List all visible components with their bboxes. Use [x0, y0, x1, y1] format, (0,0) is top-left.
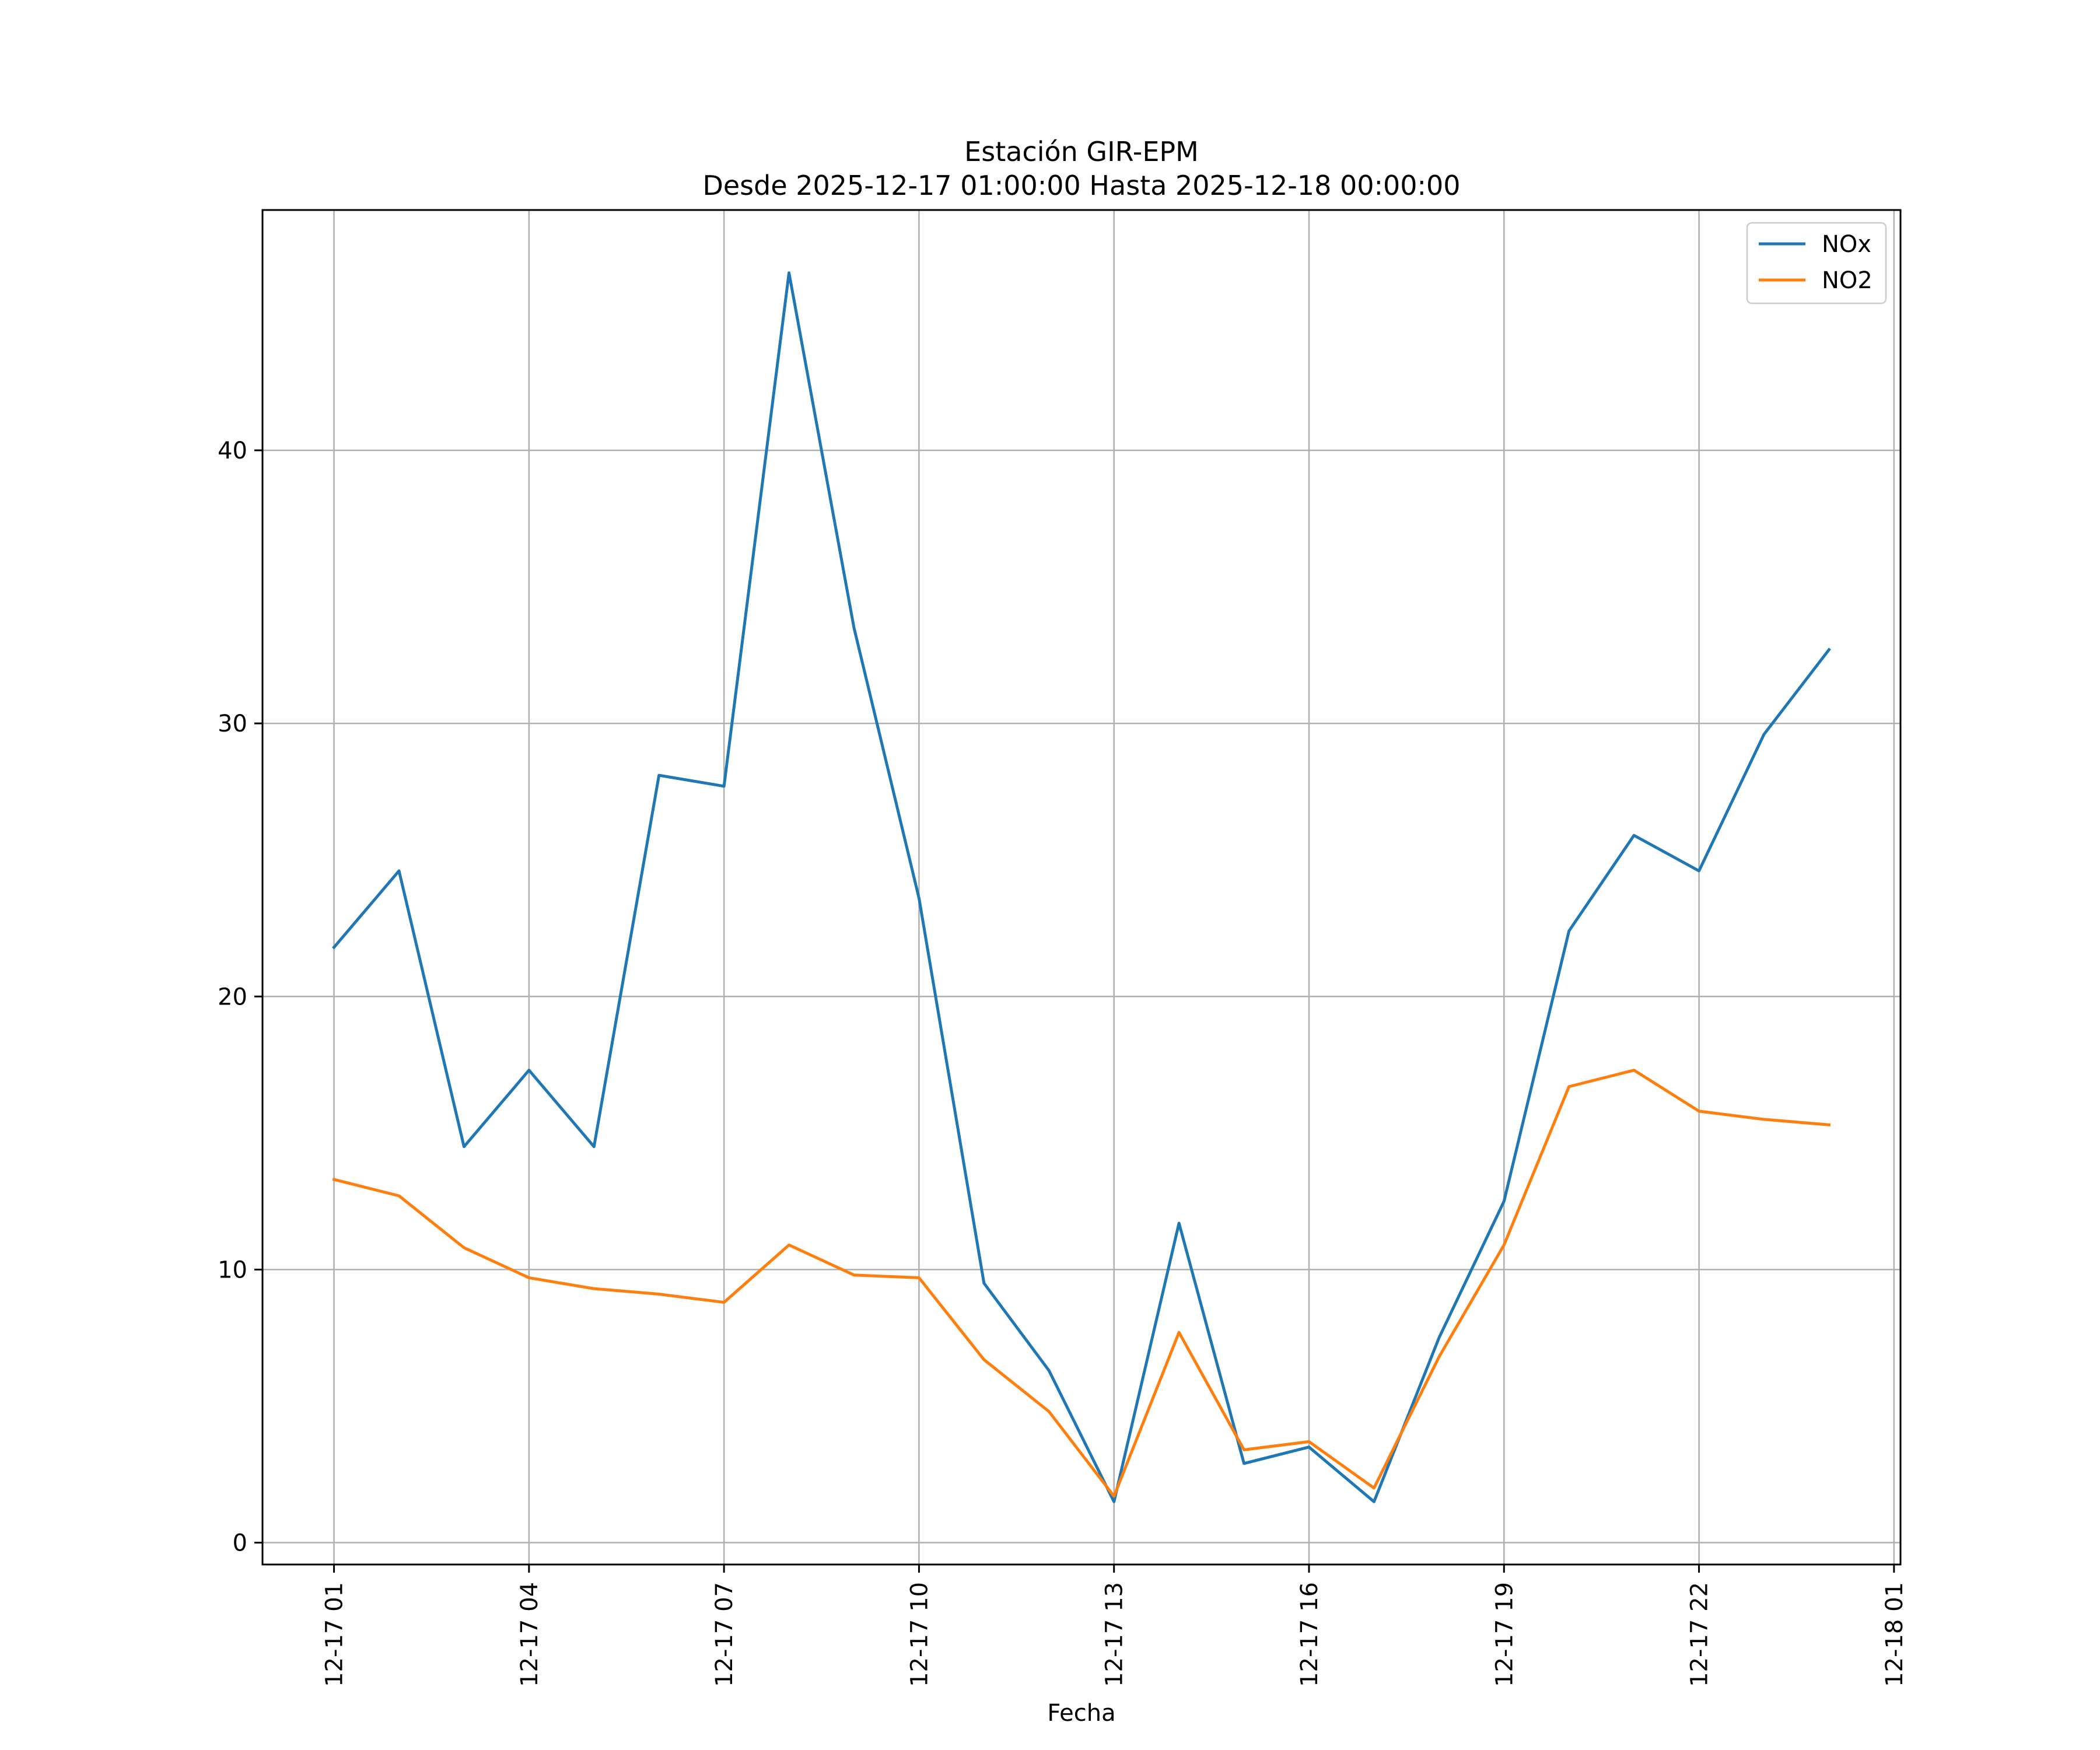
x-tick-label: 12-17 01	[321, 1582, 348, 1687]
x-tick-label: 12-17 19	[1491, 1582, 1518, 1687]
y-tick-label: 10	[218, 1256, 247, 1283]
series-line-no2	[332, 1069, 1831, 1498]
plot-area-frame	[261, 209, 1902, 1566]
data-point-no2	[1308, 1441, 1310, 1442]
legend-label-nox: NOx	[1822, 231, 1871, 258]
x-tick-label: 12-17 13	[1101, 1582, 1128, 1687]
series-line-nox	[332, 271, 1831, 1503]
x-tick-label: 12-17 22	[1686, 1582, 1713, 1687]
y-tick-label: 0	[233, 1530, 247, 1557]
series-layer	[332, 271, 1831, 1503]
y-tick-label: 20	[218, 984, 247, 1010]
x-tick-label: 12-17 04	[516, 1582, 543, 1687]
x-axis: 12-17 01 12-17 04 12-17 07 12-17 10 12-17 13…	[321, 1564, 1908, 1687]
x-axis-label: Fecha	[1047, 1700, 1115, 1727]
data-point-no2	[1178, 1332, 1180, 1333]
legend-label-no2: NO2	[1822, 267, 1873, 294]
chart-subtitle: Desde 2025-12-17 01:00:00 Hasta 2025-12-…	[702, 170, 1460, 201]
y-tick-label: 30	[218, 710, 247, 737]
x-tick-label: 12-17 10	[906, 1582, 933, 1687]
grid	[262, 210, 1901, 1564]
x-tick-label: 12-17 16	[1296, 1582, 1323, 1687]
y-axis: 0 10 20 30 40	[218, 438, 262, 1557]
legend: NOx NO2	[1746, 222, 1887, 304]
data-point-nox	[398, 870, 400, 872]
x-tick-label: 12-17 07	[711, 1582, 738, 1687]
chart-title: Estación GIR-EPM	[964, 136, 1199, 167]
y-tick-label: 40	[218, 438, 247, 464]
x-tick-label: 12-18 01	[1881, 1582, 1908, 1687]
